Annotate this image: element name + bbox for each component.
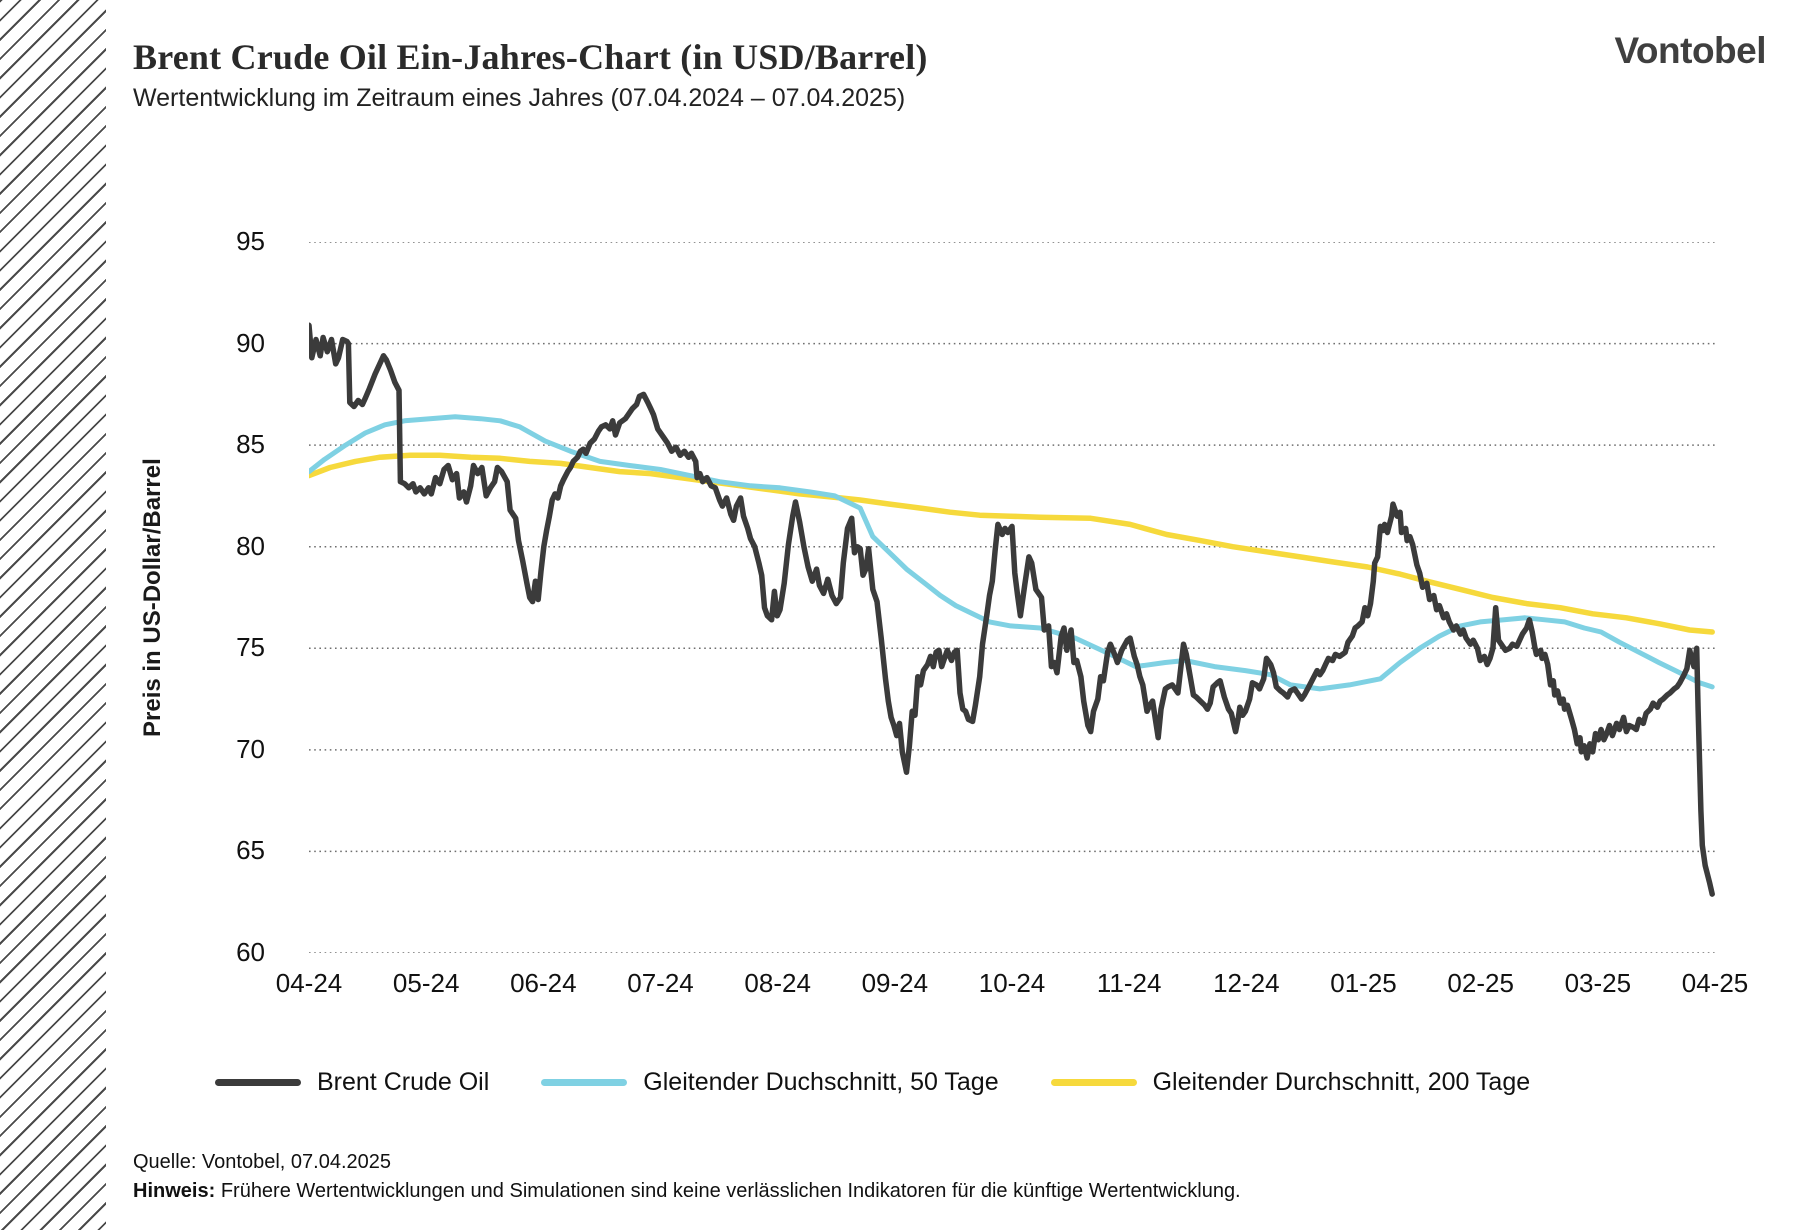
page-title: Brent Crude Oil Ein-Jahres-Chart (in USD… — [133, 37, 928, 77]
x-tick-09-24: 09-24 — [861, 968, 929, 998]
x-tick-10-24: 10-24 — [978, 968, 1046, 998]
x-tick-08-24: 08-24 — [744, 968, 811, 998]
source-line: Quelle: Vontobel, 07.04.2025 — [133, 1151, 391, 1173]
x-tick-12-24: 12-24 — [1213, 968, 1280, 998]
disclaimer-text: Frühere Wertentwicklungen und Simulation… — [220, 1180, 1241, 1202]
x-tick-01-25: 01-25 — [1330, 968, 1397, 998]
x-tick-11-24: 11-24 — [1096, 968, 1162, 998]
y-tick-85: 85 — [236, 429, 265, 460]
legend-label-ma200: Gleitender Durchschnitt, 200 Tage — [1152, 1068, 1531, 1096]
legend-item-brent: Brent Crude Oil — [215, 1068, 489, 1097]
y-tick-80: 80 — [236, 530, 265, 561]
x-tick-07-24: 07-24 — [627, 968, 694, 998]
footer: Quelle: Vontobel, 07.04.2025 Hinweis: Fr… — [133, 1148, 1241, 1206]
series-line-2 — [309, 452, 1715, 635]
brent-line-swatch — [215, 1079, 301, 1086]
chart-legend: Brent Crude Oil Gleitender Duchschnitt, … — [215, 1068, 1530, 1097]
x-tick-03-25: 03-25 — [1564, 968, 1632, 998]
x-tick-02-25: 02-25 — [1447, 968, 1514, 998]
y-axis-title: Preis in US-Dollar/Barrel — [139, 458, 166, 737]
legend-item-ma50: Gleitender Duchschnitt, 50 Tage — [541, 1068, 999, 1097]
legend-label-ma50: Gleitender Duchschnitt, 50 Tage — [643, 1068, 999, 1096]
x-tick-04-25: 04-25 — [1681, 968, 1749, 998]
series-line-0 — [309, 322, 1715, 897]
ma50-line-swatch — [541, 1079, 628, 1086]
y-tick-90: 90 — [236, 327, 265, 358]
y-axis-tick-labels: 95 90 85 80 75 70 65 60 — [180, 226, 265, 967]
y-tick-65: 65 — [236, 835, 265, 866]
y-tick-75: 75 — [236, 632, 265, 663]
x-tick-05-24: 05-24 — [392, 968, 460, 998]
disclaimer-label: Hinweis: — [133, 1180, 216, 1202]
disclaimer-line: Hinweis: Frühere Wertentwicklungen und S… — [133, 1177, 1241, 1206]
x-tick-06-24: 06-24 — [510, 968, 577, 998]
y-tick-95: 95 — [236, 226, 265, 256]
x-tick-04-24: 04-24 — [275, 968, 343, 998]
series-line-1 — [309, 414, 1715, 692]
y-tick-60: 60 — [236, 937, 265, 967]
decorative-hatch-stripe — [0, 0, 106, 1230]
x-axis-tick-labels: 04-24 05-24 06-24 07-24 08-24 09-24 10-24 11-24… — [276, 968, 1749, 1000]
y-tick-70: 70 — [236, 733, 265, 764]
line-chart — [309, 242, 1715, 953]
ma200-line-swatch — [1050, 1079, 1137, 1086]
legend-label-brent: Brent Crude Oil — [317, 1068, 490, 1096]
vontobel-logo: Vontobel — [1614, 30, 1766, 71]
page-subtitle: Wertentwicklung im Zeitraum eines Jahres… — [133, 84, 906, 112]
legend-item-ma200: Gleitender Durchschnitt, 200 Tage — [1050, 1068, 1531, 1097]
